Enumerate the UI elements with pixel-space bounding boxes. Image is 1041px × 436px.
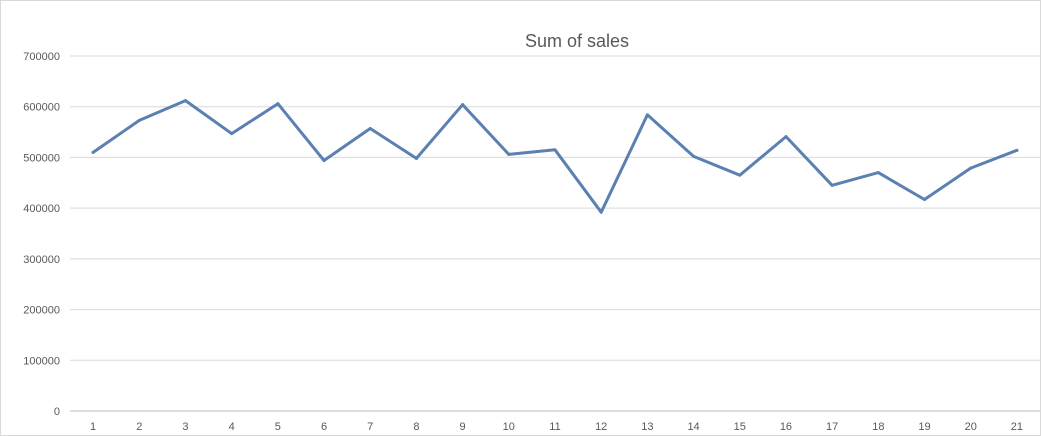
data-point — [969, 166, 973, 170]
x-tick-label: 6 — [321, 421, 327, 433]
data-point — [183, 99, 187, 103]
y-tick-label: 700000 — [23, 51, 60, 63]
x-tick-label: 8 — [413, 421, 419, 433]
gridlines — [70, 55, 1040, 412]
series-line — [91, 99, 1019, 214]
x-tick-label: 9 — [460, 421, 466, 433]
data-point — [645, 113, 649, 117]
data-point — [322, 158, 326, 162]
x-tick-label: 11 — [549, 421, 560, 433]
y-tick-label: 100000 — [23, 355, 60, 367]
chart-title: Sum of sales — [525, 31, 629, 51]
x-tick-label: 10 — [503, 421, 515, 433]
data-point — [368, 127, 372, 131]
data-point — [876, 171, 880, 175]
x-tick-label: 3 — [182, 421, 188, 433]
x-tick-label: 2 — [136, 421, 142, 433]
x-tick-label: 13 — [641, 421, 653, 433]
x-tick-label: 17 — [826, 421, 838, 433]
data-point — [137, 118, 141, 122]
x-tick-label: 19 — [918, 421, 930, 433]
data-point — [91, 150, 95, 154]
y-tick-label: 600000 — [23, 102, 60, 114]
x-tick-label: 14 — [687, 421, 699, 433]
x-tick-label: 20 — [965, 421, 977, 433]
x-tick-label: 16 — [780, 421, 792, 433]
data-point — [553, 148, 557, 152]
y-axis-ticks: 0 100000 200000 300000 400000 500000 600000 700… — [23, 51, 60, 418]
x-tick-label: 12 — [595, 421, 607, 433]
x-tick-label: 21 — [1011, 421, 1023, 433]
data-point — [738, 173, 742, 177]
data-point — [784, 135, 788, 139]
data-point — [599, 210, 603, 214]
x-tick-label: 15 — [734, 421, 746, 433]
data-point — [507, 152, 511, 156]
data-point — [461, 103, 465, 107]
data-point — [230, 132, 234, 136]
data-point — [276, 102, 280, 106]
x-tick-label: 4 — [229, 421, 235, 433]
data-point — [830, 183, 834, 187]
series-layer — [91, 99, 1019, 214]
data-point — [923, 198, 927, 202]
x-tick-label: 18 — [872, 421, 884, 433]
data-point — [692, 154, 696, 158]
y-tick-label: 300000 — [23, 254, 60, 266]
y-tick-label: 500000 — [23, 152, 60, 164]
x-tick-label: 7 — [367, 421, 373, 433]
y-tick-label: 0 — [54, 406, 60, 418]
data-point — [414, 156, 418, 160]
x-tick-label: 1 — [90, 421, 96, 433]
data-point — [1015, 148, 1019, 152]
y-tick-label: 400000 — [23, 203, 60, 215]
x-axis-ticks: 1 2 3 4 5 6 7 8 9 10 11 12 13 14 15 16 17 18 19 20 21 — [90, 421, 1023, 433]
x-tick-label: 5 — [275, 421, 281, 433]
y-tick-label: 200000 — [23, 305, 60, 317]
